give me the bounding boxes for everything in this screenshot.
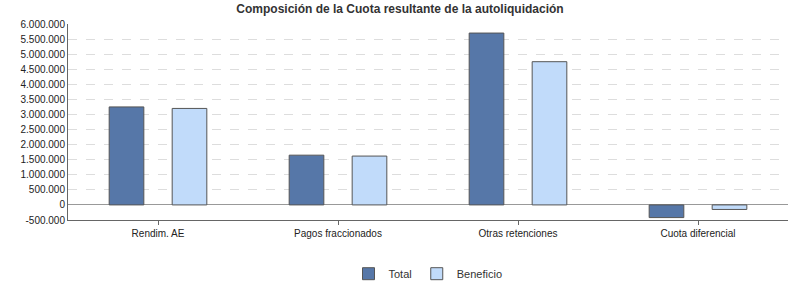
svg-text:6.000.000: 6.000.000 (21, 19, 66, 30)
svg-text:Cuota diferencial: Cuota diferencial (660, 228, 735, 239)
svg-text:-500.000: -500.000 (26, 215, 66, 226)
svg-text:5.000.000: 5.000.000 (21, 49, 66, 60)
svg-text:Composición de la Cuota result: Composición de la Cuota resultante de la… (236, 2, 563, 16)
svg-text:Rendim. AE: Rendim. AE (132, 228, 185, 239)
svg-text:Beneficio: Beneficio (457, 268, 502, 280)
svg-text:3.000.000: 3.000.000 (21, 109, 66, 120)
svg-text:2.000.000: 2.000.000 (21, 139, 66, 150)
svg-text:Pagos fraccionados: Pagos fraccionados (294, 228, 382, 239)
svg-text:Otras retenciones: Otras retenciones (479, 228, 558, 239)
svg-text:3.500.000: 3.500.000 (21, 94, 66, 105)
svg-text:2.500.000: 2.500.000 (21, 124, 66, 135)
svg-text:1.500.000: 1.500.000 (21, 154, 66, 165)
svg-text:4.500.000: 4.500.000 (21, 64, 66, 75)
svg-text:1.000.000: 1.000.000 (21, 169, 66, 180)
svg-text:5.500.000: 5.500.000 (21, 34, 66, 45)
svg-text:500.000: 500.000 (29, 184, 66, 195)
svg-text:Total: Total (389, 268, 412, 280)
svg-text:4.000.000: 4.000.000 (21, 79, 66, 90)
svg-text:0: 0 (59, 199, 65, 210)
